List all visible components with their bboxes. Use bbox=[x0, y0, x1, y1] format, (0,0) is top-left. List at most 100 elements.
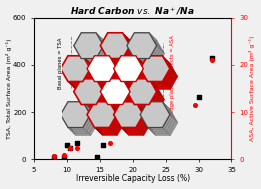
Polygon shape bbox=[125, 106, 142, 108]
Polygon shape bbox=[140, 111, 157, 112]
Polygon shape bbox=[110, 35, 127, 37]
Polygon shape bbox=[149, 92, 159, 107]
Polygon shape bbox=[80, 39, 89, 54]
Polygon shape bbox=[100, 96, 110, 111]
Polygon shape bbox=[87, 73, 96, 88]
Polygon shape bbox=[113, 106, 123, 121]
Polygon shape bbox=[78, 50, 87, 64]
Point bbox=[98, 127, 102, 130]
Polygon shape bbox=[83, 69, 92, 84]
Polygon shape bbox=[74, 92, 83, 107]
Polygon shape bbox=[87, 64, 104, 67]
Polygon shape bbox=[100, 83, 110, 98]
Polygon shape bbox=[85, 83, 102, 85]
Polygon shape bbox=[74, 33, 104, 59]
Polygon shape bbox=[168, 62, 178, 77]
Polygon shape bbox=[140, 64, 157, 67]
Polygon shape bbox=[83, 115, 92, 129]
Polygon shape bbox=[87, 69, 97, 84]
Polygon shape bbox=[120, 108, 129, 123]
Polygon shape bbox=[140, 115, 150, 129]
Polygon shape bbox=[121, 102, 138, 104]
Polygon shape bbox=[121, 128, 138, 129]
Polygon shape bbox=[87, 115, 97, 129]
Polygon shape bbox=[120, 75, 129, 90]
Polygon shape bbox=[100, 79, 130, 105]
Polygon shape bbox=[136, 60, 153, 63]
Polygon shape bbox=[153, 50, 163, 64]
Polygon shape bbox=[108, 105, 124, 107]
Polygon shape bbox=[116, 117, 125, 132]
Polygon shape bbox=[129, 48, 138, 63]
Polygon shape bbox=[63, 117, 72, 132]
Polygon shape bbox=[89, 62, 98, 77]
Polygon shape bbox=[87, 39, 104, 41]
Polygon shape bbox=[111, 58, 121, 73]
Polygon shape bbox=[121, 56, 138, 58]
Polygon shape bbox=[168, 75, 178, 90]
Polygon shape bbox=[113, 119, 123, 133]
Y-axis label: ASA, Active Surface Area (m² g⁻¹): ASA, Active Surface Area (m² g⁻¹) bbox=[250, 36, 256, 141]
Polygon shape bbox=[118, 106, 127, 121]
Polygon shape bbox=[142, 117, 152, 132]
Polygon shape bbox=[115, 75, 125, 90]
Polygon shape bbox=[61, 69, 70, 84]
Polygon shape bbox=[98, 94, 108, 108]
Polygon shape bbox=[81, 79, 98, 81]
Polygon shape bbox=[98, 81, 108, 96]
Polygon shape bbox=[153, 96, 163, 111]
Polygon shape bbox=[155, 39, 165, 54]
Polygon shape bbox=[111, 117, 121, 132]
Polygon shape bbox=[146, 108, 156, 123]
Polygon shape bbox=[150, 129, 167, 132]
Polygon shape bbox=[155, 52, 165, 67]
Polygon shape bbox=[127, 79, 136, 94]
Polygon shape bbox=[104, 96, 114, 111]
Polygon shape bbox=[134, 79, 151, 81]
X-axis label: Irreversible Capacity Loss (%): Irreversible Capacity Loss (%) bbox=[76, 174, 190, 184]
Polygon shape bbox=[127, 79, 157, 105]
Polygon shape bbox=[76, 35, 85, 50]
Polygon shape bbox=[87, 102, 117, 128]
Polygon shape bbox=[133, 52, 142, 67]
Polygon shape bbox=[153, 133, 170, 136]
Polygon shape bbox=[136, 115, 145, 129]
Polygon shape bbox=[81, 59, 98, 60]
Polygon shape bbox=[124, 94, 134, 108]
Polygon shape bbox=[164, 117, 174, 132]
Polygon shape bbox=[136, 102, 145, 117]
Polygon shape bbox=[110, 60, 127, 63]
Polygon shape bbox=[61, 115, 70, 129]
Polygon shape bbox=[124, 48, 134, 63]
Polygon shape bbox=[80, 52, 89, 67]
Polygon shape bbox=[64, 119, 74, 133]
Polygon shape bbox=[63, 58, 72, 73]
Polygon shape bbox=[89, 75, 98, 90]
Polygon shape bbox=[153, 108, 170, 110]
Polygon shape bbox=[138, 83, 155, 85]
Polygon shape bbox=[89, 58, 98, 73]
Polygon shape bbox=[94, 102, 111, 104]
Polygon shape bbox=[76, 81, 85, 96]
Polygon shape bbox=[114, 102, 123, 117]
Polygon shape bbox=[127, 46, 136, 60]
Polygon shape bbox=[140, 56, 150, 71]
Polygon shape bbox=[131, 83, 140, 98]
Point bbox=[75, 141, 79, 144]
Polygon shape bbox=[127, 108, 144, 110]
Title: Hard Carbon $vs.$ Na$^+$/Na: Hard Carbon $vs.$ Na$^+$/Na bbox=[70, 5, 195, 17]
Polygon shape bbox=[153, 83, 163, 98]
Polygon shape bbox=[147, 102, 164, 104]
Polygon shape bbox=[147, 81, 164, 84]
Text: Basal planes = TSA: Basal planes = TSA bbox=[58, 37, 63, 89]
Polygon shape bbox=[127, 92, 136, 107]
Polygon shape bbox=[85, 58, 94, 73]
Polygon shape bbox=[98, 48, 108, 63]
Polygon shape bbox=[142, 62, 151, 77]
Polygon shape bbox=[76, 94, 85, 108]
Polygon shape bbox=[100, 33, 110, 48]
Polygon shape bbox=[113, 60, 123, 75]
Polygon shape bbox=[147, 128, 164, 129]
Polygon shape bbox=[138, 104, 147, 119]
Point bbox=[108, 141, 112, 144]
